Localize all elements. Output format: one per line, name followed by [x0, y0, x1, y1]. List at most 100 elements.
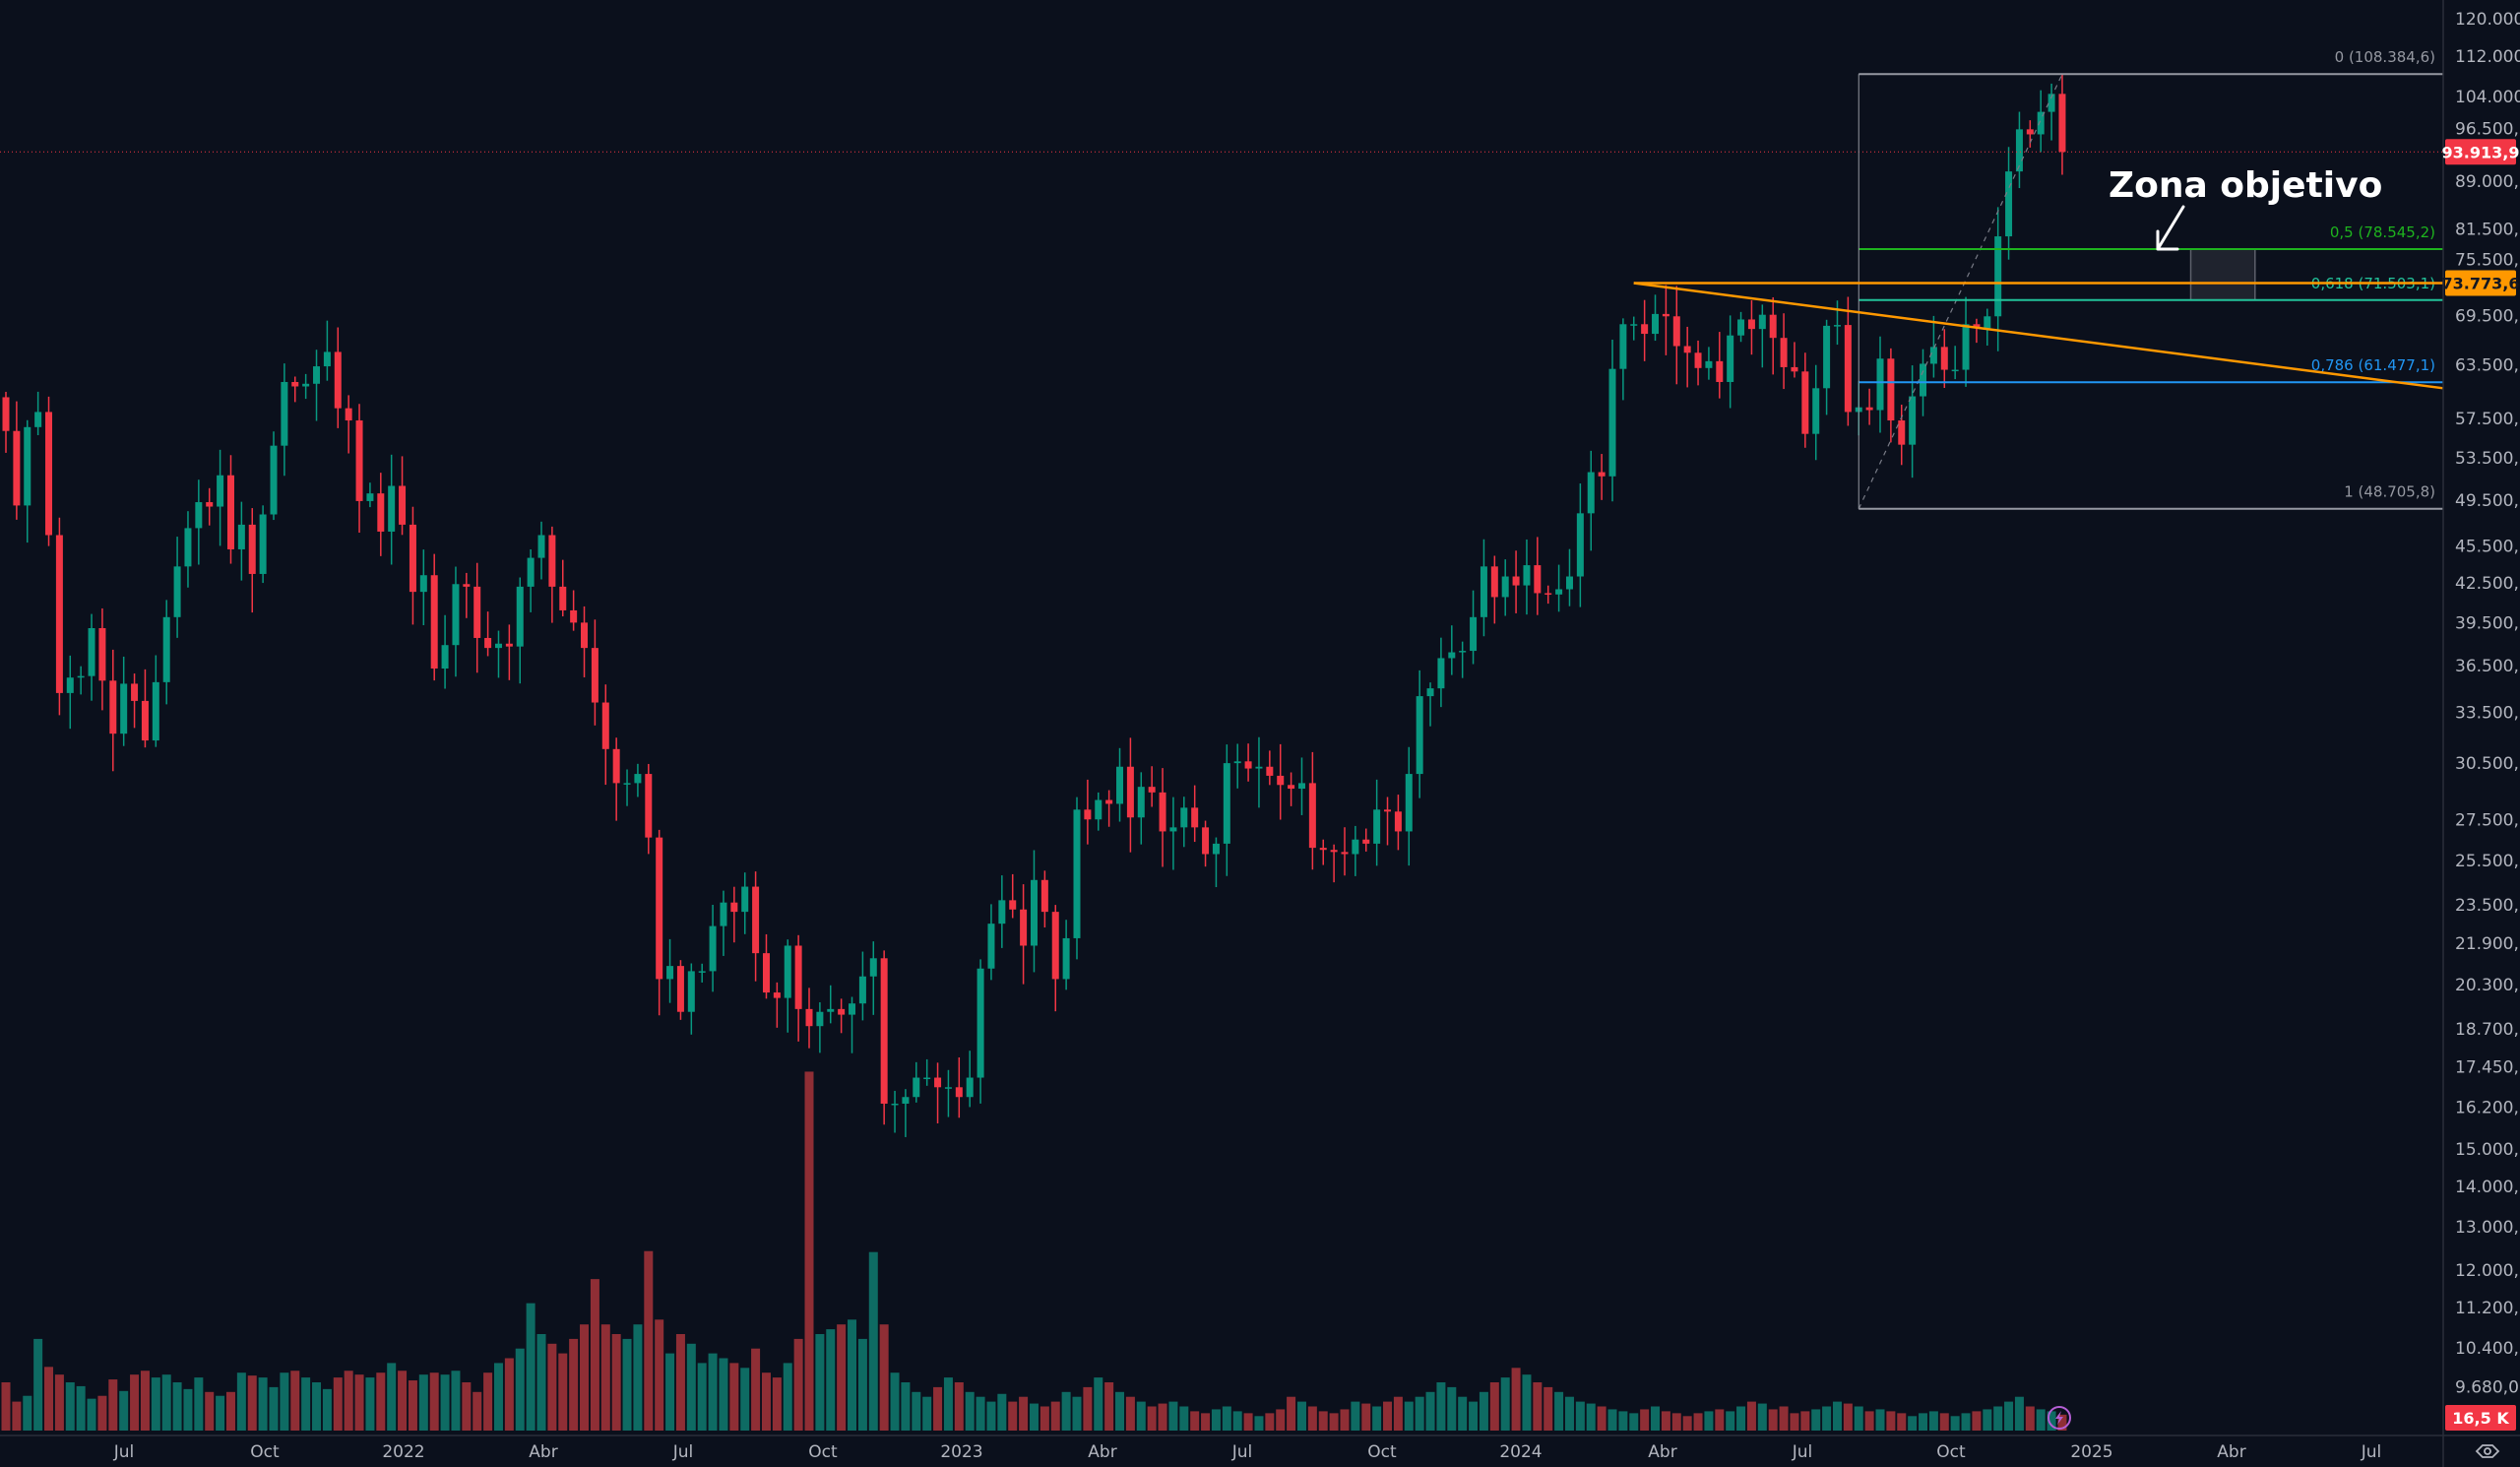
candle-body	[388, 485, 396, 532]
target-zone-box[interactable]	[2189, 248, 2256, 301]
candle-body	[1694, 352, 1702, 368]
candle-body	[1716, 360, 1724, 382]
candle-body	[849, 1003, 856, 1015]
volume-bar	[418, 1374, 428, 1431]
volume-bar	[451, 1371, 461, 1431]
volume-bar	[151, 1377, 160, 1431]
candle-body	[377, 493, 385, 532]
volume-bar	[675, 1334, 685, 1431]
time-tick-label: 2023	[940, 1442, 982, 1462]
volume-bar	[1640, 1409, 1650, 1431]
candle-body	[1448, 652, 1456, 659]
volume-bar	[1201, 1413, 1211, 1431]
time-tick-label: Abr	[1648, 1442, 1676, 1462]
volume-bar	[493, 1363, 503, 1431]
candle-body	[88, 627, 95, 676]
volume-bar	[804, 1071, 814, 1431]
drawings[interactable]: 0 (108.384,6)0,5 (78.545,2)0,618 (71.503…	[0, 48, 2444, 510]
volume-bar	[1533, 1382, 1543, 1431]
time-tick-label: Jul	[1792, 1442, 1813, 1462]
volume-bar	[1629, 1413, 1639, 1431]
volume-bar	[1618, 1411, 1628, 1431]
volume-bar	[986, 1401, 996, 1431]
volume-bar	[376, 1372, 386, 1431]
horizontal-level-label-bg	[2445, 270, 2516, 296]
volume-bar	[1147, 1406, 1157, 1431]
candle-body	[1319, 848, 1327, 851]
volume-bar	[1983, 1409, 1992, 1431]
volume-bar	[1136, 1401, 1146, 1431]
fib-level-label: 0 (108.384,6)	[2335, 48, 2435, 66]
candle-body	[430, 575, 438, 670]
candle-body	[505, 643, 513, 647]
volume-bar	[1, 1382, 11, 1431]
volume-bar	[857, 1338, 867, 1431]
candle-body	[1823, 325, 1831, 389]
volume-bar	[1094, 1377, 1103, 1431]
candle-body	[1951, 369, 1959, 372]
volume-bar	[922, 1396, 932, 1431]
volume-bar	[719, 1358, 728, 1431]
volume-bar	[590, 1279, 599, 1431]
candle-body	[559, 586, 567, 610]
time-tick-label: Oct	[1367, 1442, 1397, 1462]
price-tick-label: 104.000,0	[2455, 88, 2520, 107]
volume-bar	[1415, 1396, 1424, 1431]
price-tick-label: 57.500,0	[2455, 410, 2520, 429]
price-tick-label: 36.500,0	[2455, 657, 2520, 676]
volume-bar	[1736, 1406, 1746, 1431]
arrow-icon	[2156, 205, 2185, 251]
price-tick-label: 30.500,0	[2455, 754, 2520, 774]
volume-bar	[1757, 1403, 1767, 1431]
volume-bar	[1875, 1409, 1885, 1431]
lightning-icon[interactable]	[2048, 1406, 2071, 1430]
settings-eye-icon[interactable]	[2475, 1444, 2500, 1458]
candle-body	[1362, 839, 1370, 844]
candle-body	[1523, 565, 1531, 586]
volume-bar	[1800, 1411, 1810, 1431]
candle-body	[24, 426, 32, 506]
candle-body	[913, 1077, 920, 1098]
descending-trendline[interactable]	[1633, 282, 2444, 390]
time-axis[interactable]: Jul Oct 2022 Abr Jul Oct 2023 Abr Jul Oct 2024 Abr J…	[113, 1442, 2382, 1462]
price-axis[interactable]: 120.000,0 112.000,0 104.000,0 96.500,0 89.00…	[2455, 10, 2520, 1398]
candle-body	[1416, 696, 1423, 775]
volume-bar	[398, 1371, 408, 1431]
candle-body	[1630, 324, 1638, 326]
volume-bar	[1479, 1391, 1488, 1431]
volume-bar	[1393, 1396, 1403, 1431]
volume-bar	[826, 1329, 836, 1431]
candle-body	[1148, 787, 1156, 793]
fib-level-label: 0,5 (78.545,2)	[2330, 223, 2435, 241]
volume-bar	[686, 1343, 696, 1431]
volume-bar	[1232, 1411, 1242, 1431]
volume-bar	[1607, 1409, 1617, 1431]
candle-body	[98, 627, 106, 681]
candle-body	[838, 1008, 846, 1015]
volume-bar	[130, 1374, 140, 1431]
candle-body	[548, 535, 556, 587]
candle-body	[1929, 347, 1937, 364]
candle-body	[698, 971, 706, 973]
price-tick-label: 16.200,0	[2455, 1098, 2520, 1117]
volume-bar	[1961, 1413, 1971, 1431]
volume-bar	[1104, 1382, 1114, 1431]
candle-body	[934, 1077, 942, 1088]
candle-body	[1608, 368, 1616, 477]
candle-body	[1159, 792, 1166, 832]
volume-bar	[1564, 1396, 1574, 1431]
volume-bar	[954, 1382, 964, 1431]
volume-bar	[740, 1368, 750, 1431]
candle-body	[1330, 850, 1338, 853]
annotation-text[interactable]: Zona objetivo	[2109, 165, 2382, 206]
volume-bar	[408, 1380, 417, 1431]
candle-body	[13, 430, 21, 506]
candle-body	[1180, 807, 1188, 828]
volume-bar	[933, 1386, 943, 1431]
volume-bar	[1307, 1406, 1317, 1431]
volume-bar	[1790, 1413, 1799, 1431]
candle-body	[195, 502, 203, 529]
volume-bar	[890, 1372, 900, 1431]
candle-body	[805, 1008, 813, 1027]
